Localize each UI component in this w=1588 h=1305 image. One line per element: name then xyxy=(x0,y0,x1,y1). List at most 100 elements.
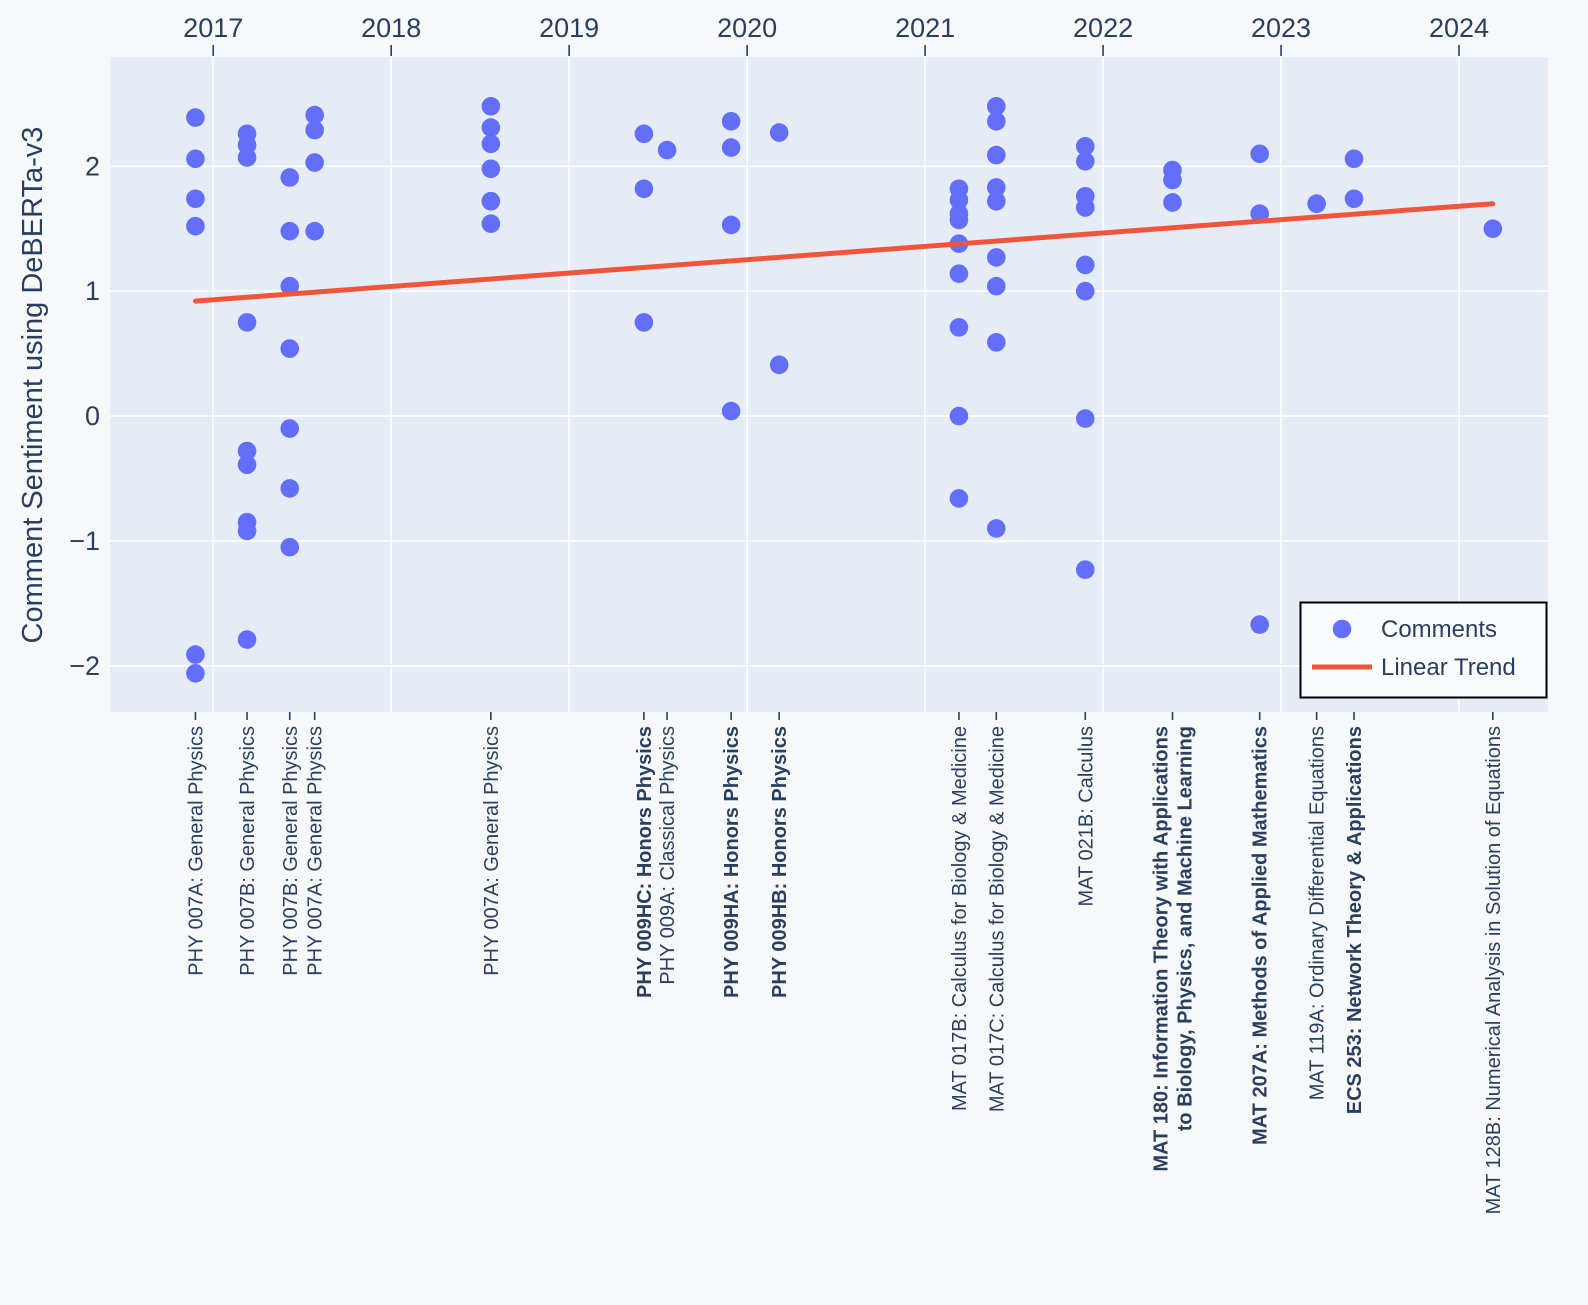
data-point[interactable] xyxy=(634,313,654,332)
data-point[interactable] xyxy=(186,216,205,236)
course-label-13: MAT 207A: Methods of Applied Mathematics xyxy=(1250,726,1272,1145)
data-point[interactable] xyxy=(1250,144,1269,164)
data-point[interactable] xyxy=(186,149,205,169)
trend-line xyxy=(192,201,1496,304)
y-tick-label-0: 0 xyxy=(85,401,100,431)
data-point[interactable] xyxy=(1075,560,1095,579)
data-point[interactable] xyxy=(481,191,501,211)
course-label-9: MAT 017B: Calculus for Biology & Medicin… xyxy=(949,726,971,1111)
data-point[interactable] xyxy=(481,159,501,179)
data-point[interactable] xyxy=(949,406,969,426)
y-tick-label--2: −2 xyxy=(69,651,100,681)
x-tick-label-2021: 2021 xyxy=(895,13,955,43)
data-point[interactable] xyxy=(1307,194,1326,214)
data-point[interactable] xyxy=(721,215,741,235)
data-point[interactable] xyxy=(481,118,501,137)
data-point[interactable] xyxy=(280,419,300,438)
data-point[interactable] xyxy=(186,108,205,127)
data-point[interactable] xyxy=(237,148,257,167)
data-point[interactable] xyxy=(280,168,300,187)
data-point[interactable] xyxy=(721,112,741,131)
course-label-12: to Biology, Physics, and Machine Learnin… xyxy=(1174,726,1196,1131)
x-tick-label-2023: 2023 xyxy=(1251,13,1311,43)
data-point[interactable] xyxy=(769,123,789,142)
data-point[interactable] xyxy=(986,276,1006,296)
course-label-2: PHY 007B: General Physics xyxy=(280,726,302,976)
data-point[interactable] xyxy=(986,333,1006,352)
y-axis-title: Comment Sentiment using DeBERTa-v3 xyxy=(17,127,49,644)
data-point[interactable] xyxy=(237,313,257,332)
data-point[interactable] xyxy=(481,97,501,116)
data-point[interactable] xyxy=(1075,281,1095,301)
data-point[interactable] xyxy=(237,521,257,541)
legend-box xyxy=(1299,601,1548,699)
data-point[interactable] xyxy=(986,145,1006,165)
data-point[interactable] xyxy=(280,221,300,241)
data-point[interactable] xyxy=(237,441,257,461)
legend-label-linear-trend: Linear Trend xyxy=(1381,654,1516,681)
data-point[interactable] xyxy=(657,140,677,160)
data-point[interactable] xyxy=(721,401,741,421)
data-point[interactable] xyxy=(481,134,501,154)
data-point[interactable] xyxy=(481,214,501,234)
data-point[interactable] xyxy=(1344,189,1364,209)
data-point[interactable] xyxy=(986,191,1006,211)
data-point[interactable] xyxy=(1075,409,1095,428)
y-tick-label--1: −1 xyxy=(69,526,100,556)
data-point[interactable] xyxy=(1483,219,1503,239)
data-point[interactable] xyxy=(305,120,324,140)
data-point[interactable] xyxy=(949,210,969,230)
data-point[interactable] xyxy=(986,97,1006,116)
data-point[interactable] xyxy=(949,318,969,337)
data-point[interactable] xyxy=(280,479,300,498)
data-point[interactable] xyxy=(1163,170,1182,190)
data-point[interactable] xyxy=(305,105,324,125)
x-tick-label-2022: 2022 xyxy=(1073,13,1133,43)
data-point[interactable] xyxy=(186,663,205,683)
data-point[interactable] xyxy=(721,138,741,157)
course-label-11: MAT 021B: Calculus xyxy=(1075,726,1097,906)
course-label-12: MAT 180: Information Theory with Applica… xyxy=(1150,726,1172,1172)
data-point[interactable] xyxy=(280,276,300,296)
x-tick-label-2018: 2018 xyxy=(361,13,421,43)
data-point[interactable] xyxy=(280,339,300,358)
data-point[interactable] xyxy=(1075,151,1095,171)
data-point[interactable] xyxy=(986,519,1006,538)
course-label-8: PHY 009HB: Honors Physics xyxy=(769,726,791,998)
data-point[interactable] xyxy=(280,537,300,557)
legend-item-comments[interactable]: Comments xyxy=(1332,616,1497,643)
data-point[interactable] xyxy=(186,189,205,209)
x-tick-label-2024: 2024 xyxy=(1429,13,1489,43)
data-point[interactable] xyxy=(949,489,969,508)
data-point[interactable] xyxy=(1163,193,1182,212)
y-tick-label-1: 1 xyxy=(85,276,100,306)
data-point[interactable] xyxy=(237,630,257,649)
data-point[interactable] xyxy=(1075,255,1095,275)
data-point[interactable] xyxy=(305,221,324,241)
data-point[interactable] xyxy=(949,264,969,283)
course-label-1: PHY 007B: General Physics xyxy=(237,726,259,976)
data-point[interactable] xyxy=(949,190,969,210)
data-point[interactable] xyxy=(986,248,1006,267)
data-point[interactable] xyxy=(986,112,1006,131)
legend-label-comments: Comments xyxy=(1381,616,1497,643)
x-tick-label-2017: 2017 xyxy=(183,13,243,43)
data-point[interactable] xyxy=(634,179,654,199)
data-point[interactable] xyxy=(186,645,205,664)
x-tick-label-2020: 2020 xyxy=(717,13,777,43)
data-point[interactable] xyxy=(237,455,257,475)
data-point[interactable] xyxy=(1075,198,1095,217)
course-label-10: MAT 017C: Calculus for Biology & Medicin… xyxy=(986,726,1008,1112)
data-point[interactable] xyxy=(1075,136,1095,156)
course-label-4: PHY 007A: General Physics xyxy=(481,726,503,976)
data-point[interactable] xyxy=(1250,615,1269,634)
course-label-0: PHY 007A: General Physics xyxy=(185,726,207,976)
data-point[interactable] xyxy=(986,178,1006,197)
data-point[interactable] xyxy=(1250,204,1269,224)
data-point[interactable] xyxy=(769,355,789,375)
legend-item-linear-trend[interactable]: Linear Trend xyxy=(1312,654,1516,681)
data-point[interactable] xyxy=(634,124,654,144)
legend[interactable]: Comments Linear Trend xyxy=(1299,601,1548,699)
data-point[interactable] xyxy=(1344,149,1364,169)
data-point[interactable] xyxy=(305,153,324,172)
